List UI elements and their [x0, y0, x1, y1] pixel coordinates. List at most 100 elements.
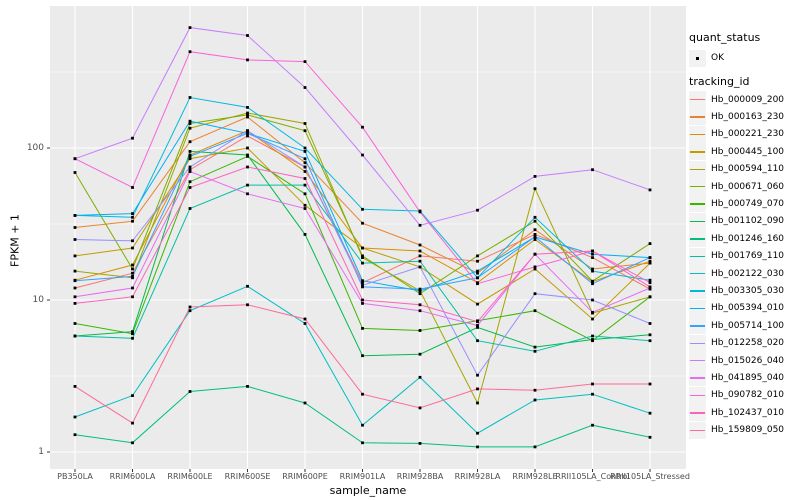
data-point	[131, 215, 134, 219]
data-point	[188, 150, 192, 153]
data-point	[476, 320, 479, 324]
data-point	[188, 50, 192, 54]
data-point	[73, 302, 77, 305]
data-point	[246, 111, 249, 115]
data-point	[476, 259, 479, 263]
data-point	[131, 295, 134, 299]
data-point	[73, 157, 77, 161]
data-point	[303, 170, 307, 173]
legend-key-swatch	[689, 195, 706, 213]
data-point	[648, 322, 652, 325]
data-point	[591, 252, 594, 256]
data-point	[188, 26, 192, 29]
legend-item-Hb_001102_090: Hb_001102_090	[689, 212, 784, 230]
data-point	[591, 269, 594, 273]
legend-key-line-icon	[690, 290, 705, 292]
data-point	[648, 259, 652, 263]
legend-key-swatch	[689, 282, 706, 300]
data-point	[246, 165, 249, 169]
legend-key-line-icon	[690, 360, 705, 362]
y-axis-title: FPKM + 1	[8, 214, 22, 267]
legend-item-label: Hb_003305_030	[711, 285, 785, 296]
data-point	[476, 431, 479, 435]
data-point	[73, 254, 77, 258]
legend-key-line-icon	[690, 342, 705, 344]
legend-item-Hb_005714_100: Hb_005714_100	[689, 317, 784, 335]
legend-item-Hb_102437_010: Hb_102437_010	[689, 404, 784, 422]
data-point	[361, 246, 364, 250]
data-point	[476, 282, 479, 286]
x-tick-label: RRII105LA_Stressed	[610, 472, 690, 481]
data-point	[648, 242, 652, 245]
data-point	[246, 284, 249, 288]
data-point	[533, 267, 537, 271]
data-point	[418, 303, 422, 307]
data-point	[246, 34, 249, 37]
data-point	[476, 387, 479, 391]
legend-key-swatch	[689, 352, 706, 369]
data-point	[73, 226, 77, 229]
x-tick-label: RRIM928LA	[454, 472, 501, 481]
data-point	[476, 401, 479, 405]
data-point	[648, 278, 652, 282]
legend-item-Hb_000671_060: Hb_000671_060	[689, 178, 784, 196]
legend-item-ok: OK	[689, 49, 724, 67]
data-point	[591, 382, 594, 386]
data-point	[188, 305, 192, 309]
data-point	[188, 96, 192, 99]
data-point	[361, 153, 364, 157]
data-point	[361, 302, 364, 305]
legend-item-Hb_041895_040: Hb_041895_040	[689, 369, 784, 387]
data-point	[73, 322, 77, 325]
data-point	[361, 254, 364, 258]
data-point	[303, 157, 307, 161]
data-point	[361, 441, 364, 445]
legend-item-Hb_002122_030: Hb_002122_030	[689, 265, 784, 283]
data-point	[476, 373, 479, 377]
legend-item-Hb_090782_010: Hb_090782_010	[689, 386, 784, 404]
data-point	[418, 292, 422, 296]
data-point	[188, 186, 192, 189]
legend-key-swatch	[689, 386, 706, 404]
data-point	[648, 435, 652, 439]
legend-item-Hb_015026_040: Hb_015026_040	[689, 352, 784, 370]
legend-key-swatch	[689, 108, 706, 126]
data-point	[533, 187, 537, 191]
data-point	[533, 219, 537, 223]
data-point	[418, 265, 422, 269]
x-tick-label: RRIM600SE	[224, 472, 271, 481]
data-point	[131, 267, 134, 271]
legend-item-label: Hb_002122_030	[711, 268, 785, 279]
legend-key-line-icon	[690, 133, 705, 136]
y-tick-label: 10	[32, 295, 44, 305]
legend-item-Hb_000594_110: Hb_000594_110	[689, 160, 784, 178]
data-point	[476, 271, 479, 275]
data-point	[533, 349, 537, 353]
data-point	[591, 168, 594, 172]
data-point	[131, 186, 134, 189]
data-point	[533, 309, 537, 313]
data-point	[648, 333, 652, 337]
data-point	[591, 392, 594, 396]
legend-item-label: Hb_005714_100	[711, 320, 785, 331]
legend-item-Hb_000009_200: Hb_000009_200	[689, 91, 784, 109]
data-point	[131, 136, 134, 140]
legend-key-swatch	[689, 265, 706, 282]
legend-key-swatch	[689, 317, 706, 335]
legend-item-label: Hb_102437_010	[711, 407, 785, 418]
data-point	[73, 415, 77, 419]
data-point	[246, 183, 249, 187]
data-point	[476, 445, 479, 449]
data-point	[303, 165, 307, 169]
data-point	[131, 239, 134, 243]
legend-key-line-icon	[690, 186, 705, 188]
legend-key-line-icon	[690, 99, 705, 101]
data-point	[188, 170, 192, 173]
data-point	[131, 394, 134, 397]
data-point	[648, 382, 652, 386]
data-point	[591, 338, 594, 341]
legend-key-line-icon	[690, 429, 705, 431]
legend-key-swatch	[689, 230, 706, 248]
legend-key-line-icon	[690, 273, 705, 275]
legend-item-label: Hb_015026_040	[711, 355, 785, 366]
